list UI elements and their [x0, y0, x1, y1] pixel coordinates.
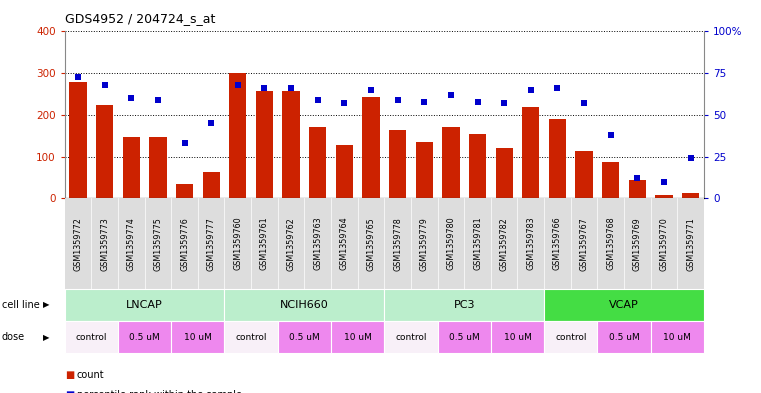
Text: GSM1359762: GSM1359762 — [287, 217, 295, 270]
Text: GSM1359781: GSM1359781 — [473, 217, 482, 270]
Text: PC3: PC3 — [454, 300, 475, 310]
Bar — [229, 73, 247, 198]
Bar — [282, 91, 300, 198]
Text: GDS4952 / 204724_s_at: GDS4952 / 204724_s_at — [65, 12, 215, 25]
Bar — [389, 130, 406, 198]
Bar — [202, 172, 220, 198]
Bar — [309, 127, 326, 198]
Text: GSM1359770: GSM1359770 — [660, 217, 668, 270]
Text: cell line: cell line — [2, 300, 40, 310]
Text: GSM1359763: GSM1359763 — [314, 217, 322, 270]
Text: 10 uM: 10 uM — [184, 333, 212, 342]
Bar — [495, 147, 513, 198]
Text: ▶: ▶ — [43, 301, 49, 309]
Bar — [549, 119, 566, 198]
Bar — [149, 137, 167, 198]
Text: GSM1359775: GSM1359775 — [154, 217, 162, 271]
Text: GSM1359783: GSM1359783 — [527, 217, 535, 270]
Bar — [123, 137, 140, 198]
Text: GSM1359765: GSM1359765 — [367, 217, 375, 270]
Bar — [256, 91, 273, 198]
Bar — [176, 184, 193, 198]
Text: NCIH660: NCIH660 — [280, 300, 329, 310]
Bar — [469, 134, 486, 198]
Text: 0.5 uM: 0.5 uM — [609, 333, 639, 342]
Text: 10 uM: 10 uM — [344, 333, 371, 342]
Bar — [336, 145, 353, 198]
Bar — [416, 142, 433, 198]
Text: control: control — [235, 333, 267, 342]
Text: dose: dose — [2, 332, 24, 342]
Text: ■: ■ — [65, 389, 74, 393]
Text: GSM1359780: GSM1359780 — [447, 217, 455, 270]
Text: GSM1359767: GSM1359767 — [580, 217, 588, 270]
Text: 10 uM: 10 uM — [504, 333, 531, 342]
Text: 0.5 uM: 0.5 uM — [449, 333, 479, 342]
Text: percentile rank within the sample: percentile rank within the sample — [77, 389, 242, 393]
Bar — [442, 127, 460, 198]
Text: control: control — [395, 333, 427, 342]
Bar — [629, 180, 646, 198]
Text: GSM1359764: GSM1359764 — [340, 217, 349, 270]
Text: GSM1359771: GSM1359771 — [686, 217, 695, 270]
Text: GSM1359779: GSM1359779 — [420, 217, 428, 271]
Text: ▶: ▶ — [43, 333, 49, 342]
Bar — [655, 195, 673, 198]
Text: GSM1359777: GSM1359777 — [207, 217, 215, 271]
Text: GSM1359761: GSM1359761 — [260, 217, 269, 270]
Text: GSM1359769: GSM1359769 — [633, 217, 642, 270]
Text: GSM1359773: GSM1359773 — [100, 217, 109, 270]
Text: 0.5 uM: 0.5 uM — [289, 333, 320, 342]
Bar — [575, 151, 593, 198]
Bar — [522, 107, 540, 198]
Text: control: control — [555, 333, 587, 342]
Text: LNCAP: LNCAP — [126, 300, 163, 310]
Bar — [602, 162, 619, 198]
Text: control: control — [75, 333, 107, 342]
Text: GSM1359776: GSM1359776 — [180, 217, 189, 270]
Text: GSM1359768: GSM1359768 — [607, 217, 615, 270]
Text: 10 uM: 10 uM — [664, 333, 691, 342]
Text: 0.5 uM: 0.5 uM — [129, 333, 160, 342]
Text: GSM1359772: GSM1359772 — [74, 217, 82, 271]
Text: count: count — [77, 370, 104, 380]
Text: GSM1359760: GSM1359760 — [234, 217, 242, 270]
Text: ■: ■ — [65, 370, 74, 380]
Text: GSM1359766: GSM1359766 — [553, 217, 562, 270]
Text: VCAP: VCAP — [609, 300, 639, 310]
Bar — [362, 97, 380, 198]
Bar — [69, 82, 87, 198]
Text: GSM1359782: GSM1359782 — [500, 217, 508, 270]
Bar — [682, 193, 699, 198]
Bar — [96, 105, 113, 198]
Text: GSM1359774: GSM1359774 — [127, 217, 135, 270]
Text: GSM1359778: GSM1359778 — [393, 217, 402, 270]
